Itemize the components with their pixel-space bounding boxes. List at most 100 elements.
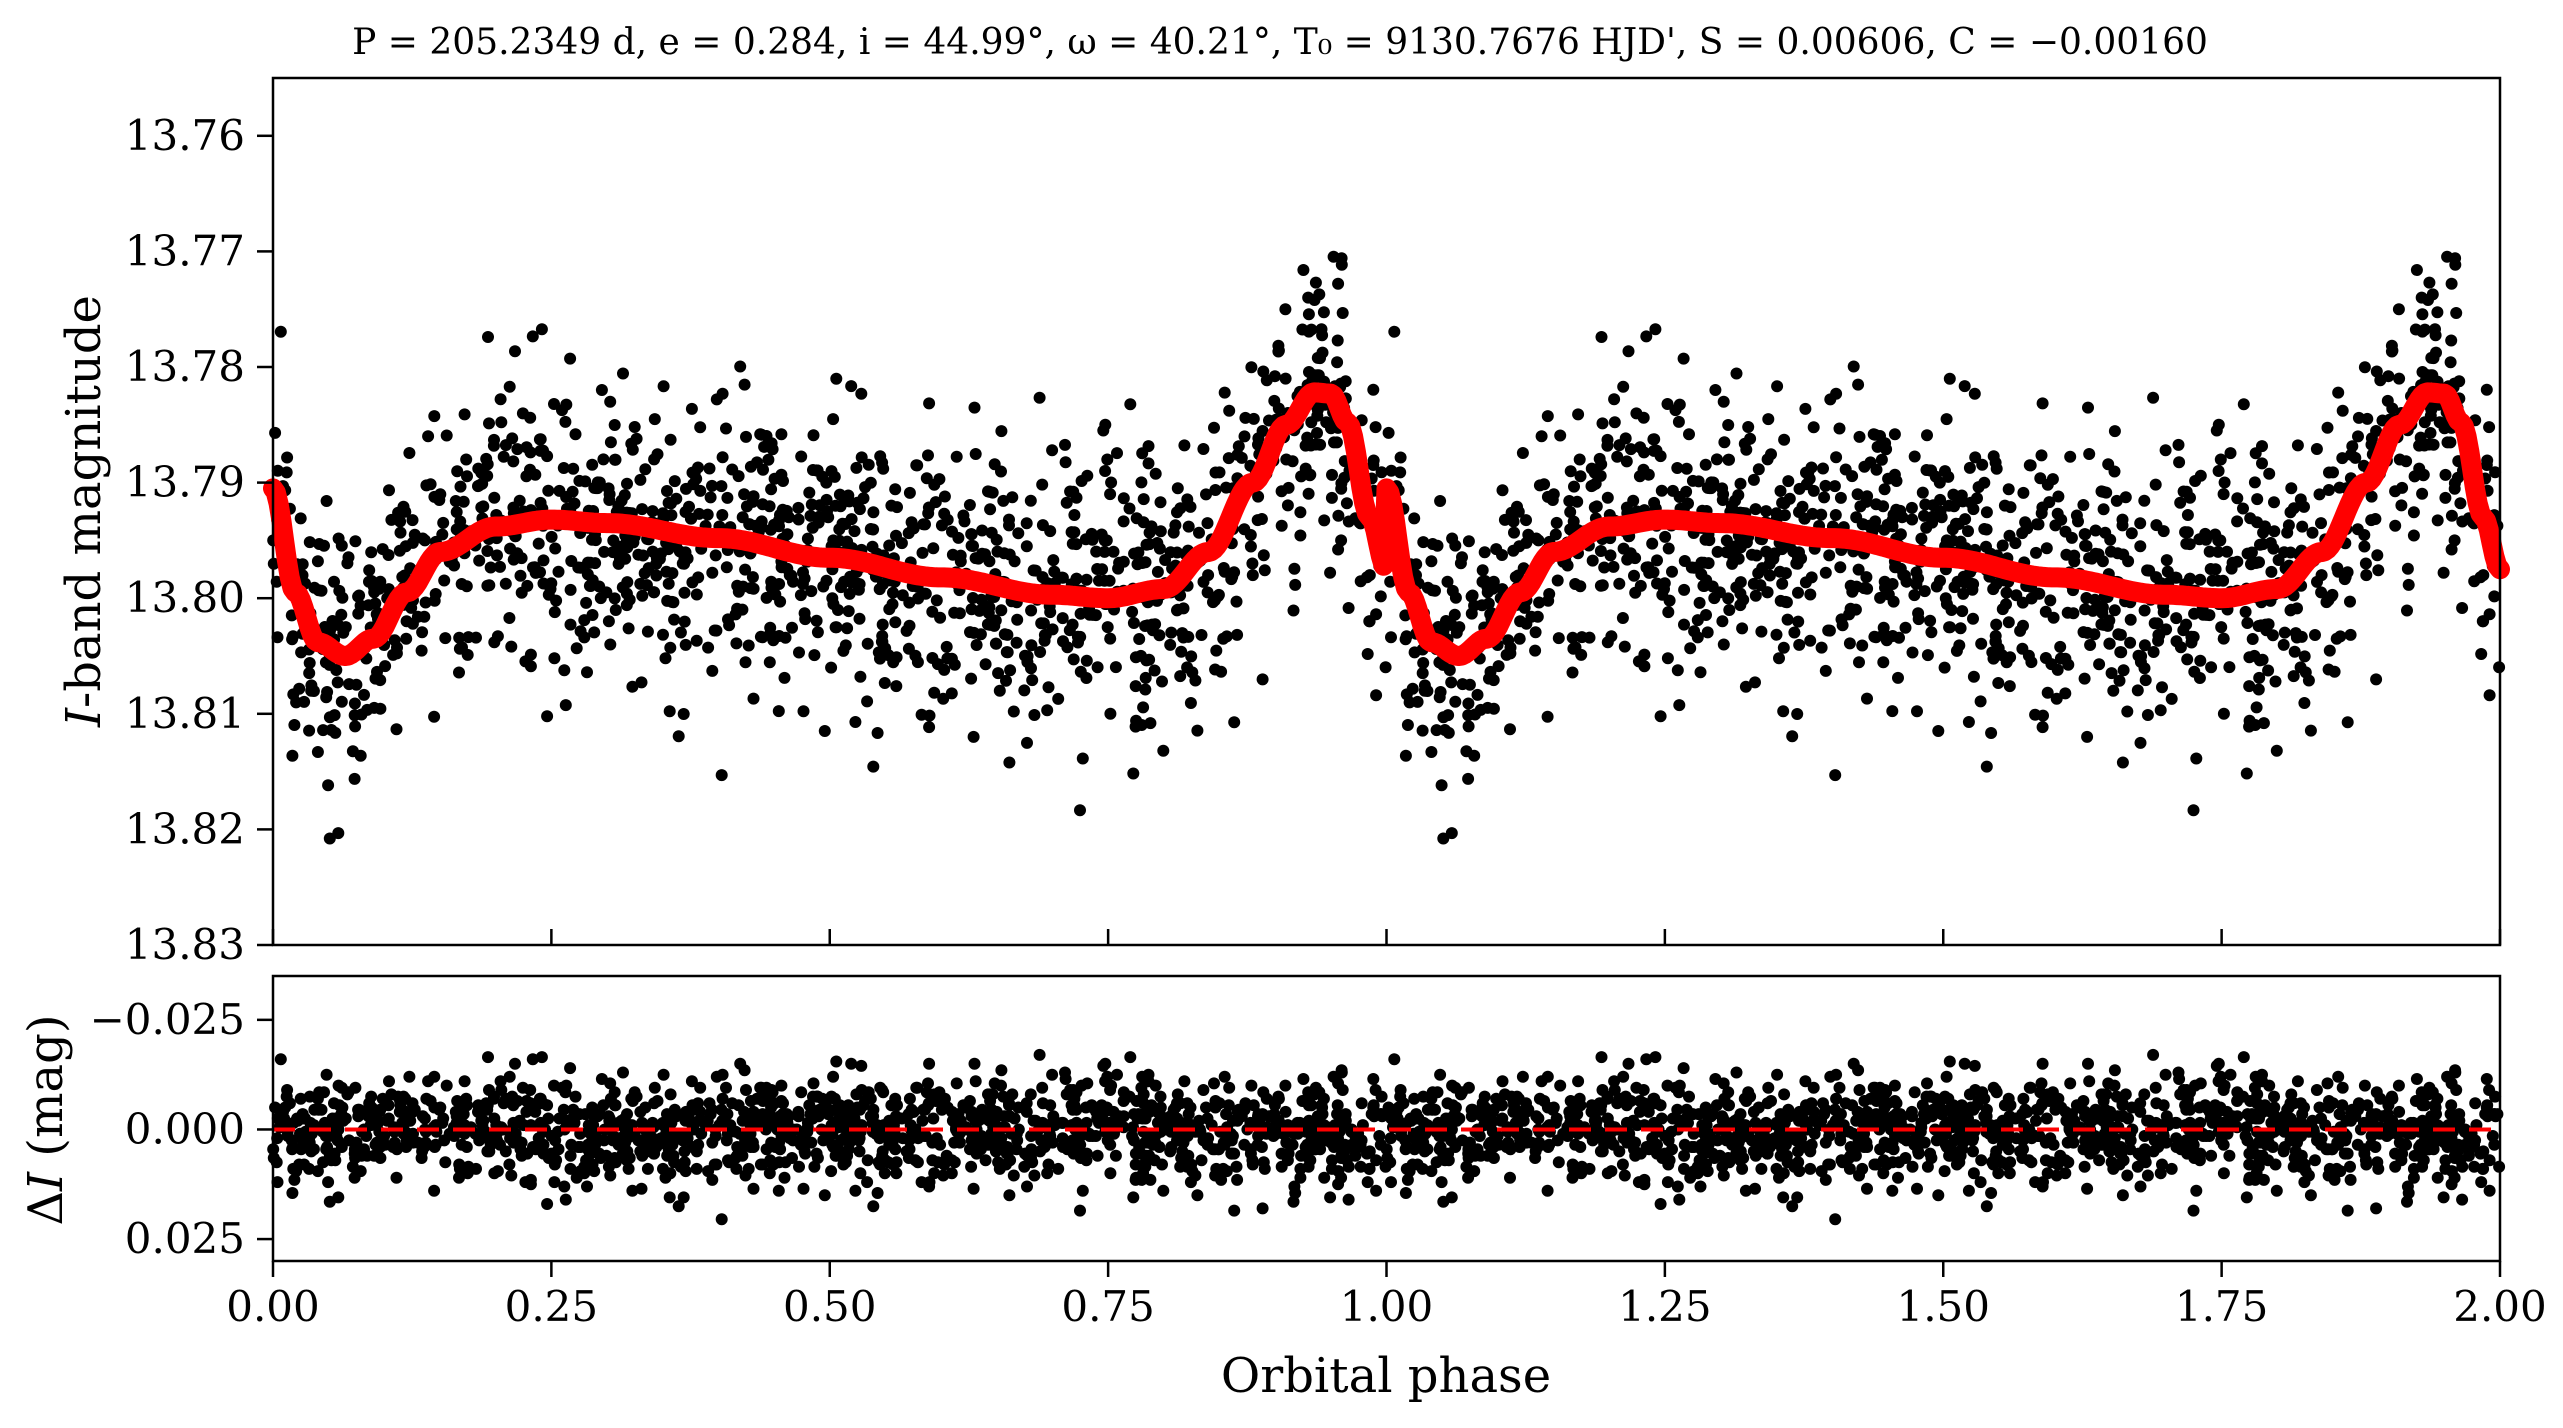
- data-point: [2488, 590, 2501, 603]
- data-point: [650, 569, 663, 582]
- data-point: [1296, 323, 1309, 336]
- residual-point: [548, 1176, 561, 1189]
- data-point: [453, 666, 465, 679]
- residual-point: [1104, 1138, 1117, 1151]
- data-point: [604, 395, 617, 408]
- data-point: [1624, 443, 1637, 456]
- data-point: [1818, 491, 1831, 504]
- data-point: [1829, 769, 1842, 782]
- data-point: [506, 432, 519, 445]
- residual-point: [2410, 1073, 2423, 1085]
- residual-point: [763, 1167, 776, 1180]
- data-point: [1042, 681, 1055, 694]
- data-point: [1020, 540, 1033, 553]
- data-point: [1331, 334, 1344, 347]
- data-point: [570, 642, 583, 655]
- residual-point: [1059, 1073, 1072, 1085]
- data-point: [1805, 461, 1818, 474]
- data-point: [1616, 612, 1629, 624]
- data-point: [1796, 500, 1809, 513]
- data-point: [1098, 545, 1111, 558]
- data-point: [1048, 565, 1061, 578]
- data-point: [403, 447, 416, 459]
- data-point: [552, 565, 565, 578]
- residual-point: [2124, 1143, 2137, 1156]
- data-point: [559, 699, 572, 712]
- residual-point: [2313, 1101, 2326, 1114]
- data-point: [2181, 509, 2194, 521]
- residual-point: [1367, 1099, 1380, 1112]
- data-point: [1363, 569, 1376, 582]
- data-point: [1171, 506, 1183, 519]
- residual-point: [1299, 1149, 1312, 1162]
- data-point: [2313, 488, 2326, 501]
- data-point: [630, 432, 643, 445]
- data-point: [1726, 557, 1739, 570]
- data-point: [399, 505, 412, 518]
- data-point: [867, 506, 880, 519]
- data-point: [792, 501, 805, 514]
- data-point: [702, 641, 715, 654]
- data-point: [2243, 720, 2256, 733]
- data-point: [674, 626, 687, 639]
- data-point: [1763, 569, 1776, 582]
- data-point: [348, 709, 361, 722]
- residual-point: [2004, 1156, 2017, 1169]
- data-point: [2025, 592, 2038, 605]
- data-point: [1701, 626, 1714, 639]
- data-point: [721, 491, 734, 504]
- residual-point: [2194, 1077, 2207, 1090]
- data-point: [818, 725, 831, 737]
- data-point: [353, 589, 366, 602]
- data-point: [2243, 680, 2256, 693]
- data-point: [2259, 520, 2271, 533]
- data-point: [564, 618, 577, 631]
- data-point: [704, 491, 717, 504]
- residual-point: [1696, 1119, 1709, 1132]
- data-point: [1762, 413, 1775, 426]
- data-point: [1251, 514, 1264, 527]
- data-point: [957, 509, 970, 522]
- data-point: [1673, 699, 1686, 712]
- data-point: [2352, 430, 2364, 443]
- data-point: [1620, 455, 1633, 468]
- data-point: [1316, 329, 1329, 342]
- data-point: [1693, 596, 1706, 609]
- data-point: [322, 779, 335, 792]
- data-point: [1819, 566, 1832, 579]
- data-point: [1918, 509, 1930, 522]
- data-point: [1324, 566, 1337, 579]
- residual-point: [692, 1138, 705, 1151]
- data-point: [615, 546, 628, 559]
- residual-point: [963, 1095, 976, 1107]
- residual-point: [1853, 1169, 1865, 1182]
- residual-point: [1294, 1171, 1307, 1184]
- residual-point: [1843, 1162, 1856, 1175]
- data-point: [1736, 622, 1749, 635]
- data-point: [1598, 561, 1611, 574]
- residual-point: [1076, 1184, 1089, 1197]
- data-point: [772, 705, 785, 718]
- data-point: [2217, 574, 2230, 587]
- residual-point: [1640, 1053, 1653, 1066]
- data-point: [2114, 646, 2127, 659]
- residual-point: [1154, 1090, 1167, 1103]
- residual-point: [1671, 1180, 1684, 1193]
- data-point: [930, 594, 943, 607]
- data-point: [1980, 523, 1993, 536]
- data-point: [2113, 674, 2126, 687]
- data-point: [499, 577, 512, 590]
- data-point: [2477, 569, 2490, 582]
- data-point: [2282, 519, 2295, 532]
- residual-point: [2205, 1149, 2218, 1162]
- data-point: [1918, 585, 1931, 598]
- data-point: [1226, 570, 1239, 583]
- residual-point: [1833, 1081, 1846, 1094]
- data-point: [1819, 479, 1832, 492]
- data-point: [2456, 602, 2469, 614]
- data-point: [1742, 421, 1755, 433]
- data-point: [1456, 678, 1469, 691]
- residual-point: [1678, 1162, 1690, 1175]
- data-point: [1437, 832, 1450, 845]
- data-point: [1980, 506, 1993, 519]
